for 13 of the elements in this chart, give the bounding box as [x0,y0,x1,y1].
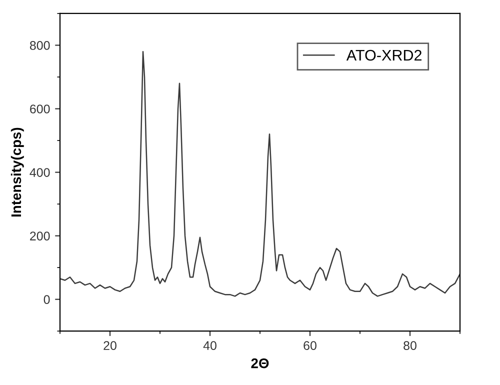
x-tick-label: 40 [203,341,216,350]
y-tick-label: 400 [30,168,50,177]
x-tick-label: 20 [104,341,116,350]
x-tick-label: 80 [404,341,416,350]
y-tick-label: 200 [30,232,50,240]
x-axis-title: 2Θ [251,358,269,368]
y-axis-title: Intensity(cps) [10,128,24,216]
y-tick-label: 800 [30,41,50,50]
line-series [60,50,460,297]
legend-label: ATO-XRD2 [346,50,422,61]
x-tick-label: 60 [304,341,316,350]
y-tick-label: 600 [30,104,50,114]
y-tick-label: 0 [44,295,50,304]
